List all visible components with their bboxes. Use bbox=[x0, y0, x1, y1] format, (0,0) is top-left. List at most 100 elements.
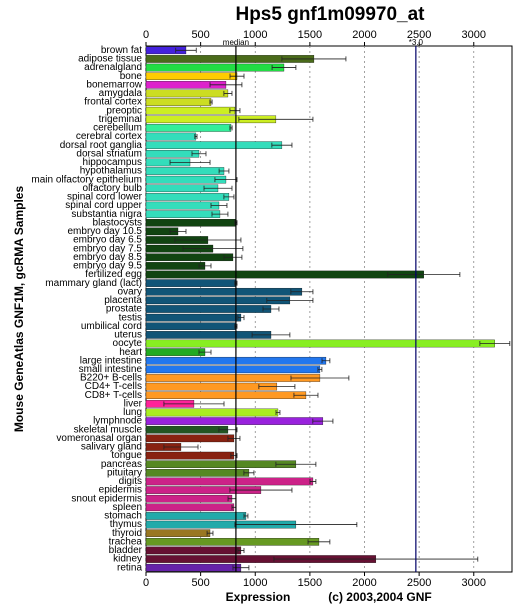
error-bar bbox=[234, 522, 358, 528]
error-bar bbox=[229, 487, 293, 493]
error-bar bbox=[169, 159, 211, 165]
bar bbox=[145, 512, 247, 520]
y-tick-label: adrenalgland bbox=[84, 62, 142, 73]
error-bar bbox=[312, 418, 334, 424]
x-tick-label: 2000 bbox=[352, 577, 376, 589]
bar bbox=[145, 451, 235, 460]
y-tick-label: B220+ B-cells bbox=[80, 373, 142, 384]
y-tick-label: hippocampus bbox=[83, 157, 142, 168]
bar bbox=[145, 477, 314, 486]
bar bbox=[145, 494, 233, 503]
y-tick-label: stomach bbox=[104, 511, 142, 522]
bar bbox=[145, 279, 237, 287]
threshold-label: *3.0 bbox=[409, 38, 424, 47]
bar bbox=[145, 425, 229, 434]
x-tick-label: 1000 bbox=[243, 29, 267, 41]
y-tick-label: lymphnode bbox=[93, 416, 142, 427]
bar bbox=[145, 193, 230, 201]
y-tick-label: embryo day 6.5 bbox=[73, 235, 142, 246]
y-tick-label: spinal cord lower bbox=[67, 192, 143, 203]
bar bbox=[145, 175, 227, 184]
bar bbox=[145, 167, 225, 175]
error-bar bbox=[275, 409, 281, 415]
y-tick-label: preoptic bbox=[106, 105, 142, 116]
y-tick-label: uterus bbox=[114, 330, 142, 341]
error-bar bbox=[214, 177, 238, 183]
bar bbox=[145, 434, 235, 443]
y-tick-label: thymus bbox=[110, 519, 142, 530]
y-axis-label: Mouse GeneAtlas GNF1M, gcRMA Samples bbox=[12, 186, 26, 433]
bar bbox=[145, 89, 229, 98]
y-tick-label: bladder bbox=[109, 545, 143, 556]
bar bbox=[145, 124, 232, 132]
x-tick-label: 2000 bbox=[352, 29, 376, 41]
bar bbox=[145, 98, 212, 106]
y-tick-label: embryo day 10.5 bbox=[68, 226, 143, 237]
y-tick-label: frontal cortex bbox=[84, 97, 142, 108]
error-bar bbox=[218, 168, 230, 174]
error-bar bbox=[198, 263, 212, 269]
bar bbox=[145, 348, 206, 356]
error-bar bbox=[194, 134, 198, 140]
bar bbox=[145, 106, 236, 115]
y-tick-label: cerebral cortex bbox=[76, 131, 142, 142]
y-tick-label: pituitary bbox=[107, 467, 142, 478]
error-bar bbox=[229, 73, 245, 79]
error-bar bbox=[251, 332, 291, 338]
y-tick-label: salivary gland bbox=[81, 442, 142, 453]
bar bbox=[145, 391, 307, 400]
y-tick-label: bonemarrow bbox=[86, 79, 142, 90]
bar bbox=[145, 313, 242, 322]
bar bbox=[145, 322, 237, 331]
y-tick-label: trigeminal bbox=[99, 114, 142, 125]
bar bbox=[145, 253, 234, 262]
y-tick-label: brown fat bbox=[101, 45, 142, 56]
error-bar bbox=[223, 90, 233, 96]
bar bbox=[145, 218, 237, 227]
y-tick-label: trachea bbox=[109, 536, 143, 547]
y-tick-label: amygdala bbox=[99, 88, 143, 99]
y-tick-label: digits bbox=[119, 476, 142, 487]
error-bar bbox=[211, 211, 229, 217]
error-bar bbox=[223, 194, 235, 200]
bar bbox=[145, 417, 324, 425]
y-tick-label: kidney bbox=[113, 554, 142, 565]
y-tick-label: pancreas bbox=[101, 459, 142, 470]
error-bar bbox=[290, 289, 314, 295]
y-tick-label: cerebellum bbox=[93, 123, 142, 134]
y-tick-label: spleen bbox=[113, 502, 142, 513]
bar bbox=[145, 262, 206, 270]
y-tick-label: blastocysts bbox=[93, 217, 142, 228]
y-tick-label: CD4+ T-cells bbox=[85, 381, 142, 392]
x-tick-label: 500 bbox=[191, 29, 209, 41]
error-bar bbox=[238, 116, 314, 122]
error-bar bbox=[198, 349, 212, 355]
error-bar bbox=[290, 375, 350, 381]
y-tick-label: embryo day 9.5 bbox=[73, 261, 142, 272]
y-tick-label: tongue bbox=[111, 450, 142, 461]
y-tick-label: skeletal muscle bbox=[74, 424, 143, 435]
y-tick-label: snout epidermis bbox=[71, 493, 142, 504]
error-bar bbox=[309, 478, 317, 484]
bar bbox=[145, 305, 272, 313]
error-bar bbox=[229, 108, 241, 114]
y-tick-label: thyroid bbox=[112, 528, 142, 539]
y-tick-label: ovary bbox=[118, 286, 142, 297]
footer: (c) 2003,2004 GNF bbox=[328, 590, 431, 604]
error-bar bbox=[262, 306, 280, 312]
error-bar bbox=[227, 435, 241, 441]
x-tick-label: 3000 bbox=[462, 577, 486, 589]
y-tick-label: placenta bbox=[104, 295, 142, 306]
y-tick-label: dorsal striatum bbox=[76, 148, 142, 159]
y-tick-label: CD8+ T-cells bbox=[85, 390, 142, 401]
error-bar bbox=[223, 254, 243, 260]
error-bar bbox=[209, 82, 243, 88]
y-tick-label: hypothalamus bbox=[80, 166, 142, 177]
error-bar bbox=[387, 272, 461, 278]
y-tick-label: embryo day 7.5 bbox=[73, 243, 142, 254]
y-tick-label: liver bbox=[124, 398, 143, 409]
error-bar bbox=[218, 427, 238, 433]
x-tick-label: 1500 bbox=[298, 29, 322, 41]
bar bbox=[145, 460, 297, 468]
error-bar bbox=[275, 461, 317, 467]
